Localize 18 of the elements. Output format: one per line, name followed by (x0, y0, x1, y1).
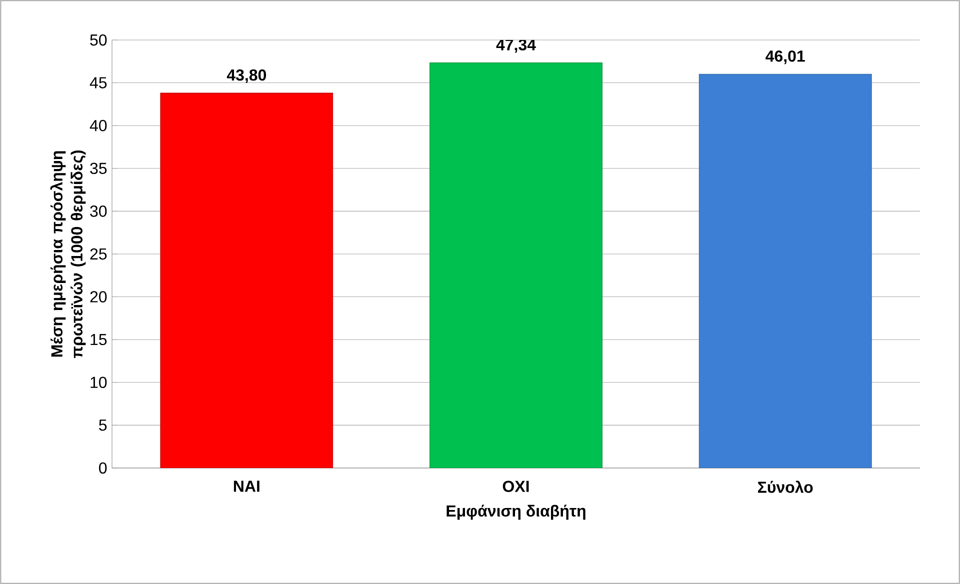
y-axis-title: Μέση ημερήσια πρόσληψη πρωτεϊνών (1000 θερμίδες) (50, 150, 86, 358)
y-tick-label: 45 (90, 77, 107, 88)
y-tick-label: 0 (99, 462, 107, 474)
x-tick-label: ΝΑΙ (234, 480, 260, 492)
y-tick-label: 20 (90, 291, 107, 302)
x-axis-title: Εμφάνιση διαβήτη (446, 504, 586, 520)
data-label: 46,01 (766, 50, 805, 64)
y-tick-label: 50 (90, 34, 107, 46)
data-label: 43,80 (226, 69, 266, 84)
y-tick-label: 40 (90, 120, 107, 132)
y-tick-label: 25 (90, 248, 107, 260)
y-tick-label: 15 (90, 334, 107, 346)
y-tick-label: 5 (99, 420, 107, 431)
y-tick-label: 10 (90, 376, 107, 388)
y-tick-label: 35 (90, 162, 107, 174)
x-tick-label: Σύνολο (758, 480, 813, 493)
y-tick-label: 30 (90, 206, 107, 217)
x-tick-label: ΟΧΙ (502, 480, 529, 492)
